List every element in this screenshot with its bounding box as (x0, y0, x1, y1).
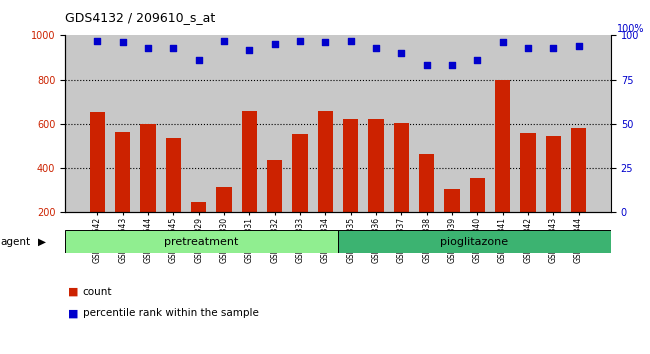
Text: ■: ■ (68, 308, 79, 318)
Bar (216, 187, 231, 257)
Point (92, 38, 103, 44)
Point (320, 40, 331, 45)
Text: pretreatment: pretreatment (164, 236, 239, 247)
Text: ■: ■ (68, 287, 79, 297)
Point (548, 45, 558, 51)
Bar (191, 202, 206, 257)
Bar (242, 110, 257, 257)
Bar (369, 120, 383, 257)
Bar (470, 178, 485, 257)
Bar (90, 112, 105, 257)
Bar (545, 136, 561, 257)
Bar (571, 128, 586, 257)
Point (143, 45, 153, 51)
Bar (521, 133, 536, 257)
Point (396, 50, 406, 56)
Bar (394, 123, 409, 257)
Point (421, 63, 432, 68)
Bar (343, 120, 358, 257)
Point (573, 43, 584, 49)
Point (118, 40, 128, 45)
Point (194, 57, 204, 63)
Point (447, 63, 457, 68)
Bar (166, 138, 181, 257)
Bar (65, 230, 338, 253)
Point (270, 41, 280, 47)
Text: 100%: 100% (616, 24, 644, 34)
Text: count: count (83, 287, 112, 297)
Bar (445, 189, 460, 257)
Text: pioglitazone: pioglitazone (441, 236, 508, 247)
Point (370, 45, 381, 51)
Text: agent: agent (1, 237, 31, 247)
Bar (140, 124, 155, 257)
Text: GDS4132 / 209610_s_at: GDS4132 / 209610_s_at (65, 11, 215, 24)
Point (244, 47, 255, 52)
Text: ▶: ▶ (38, 237, 46, 247)
Bar (267, 160, 282, 257)
Bar (419, 154, 434, 257)
Point (523, 45, 533, 51)
Point (168, 45, 179, 51)
Point (497, 40, 508, 45)
Point (295, 38, 306, 44)
Bar (115, 132, 131, 257)
Text: percentile rank within the sample: percentile rank within the sample (83, 308, 259, 318)
Bar (495, 80, 510, 257)
Bar (318, 110, 333, 257)
Bar (292, 134, 307, 257)
Bar (338, 230, 611, 253)
Point (219, 38, 229, 44)
Point (345, 38, 356, 44)
Point (472, 57, 482, 63)
